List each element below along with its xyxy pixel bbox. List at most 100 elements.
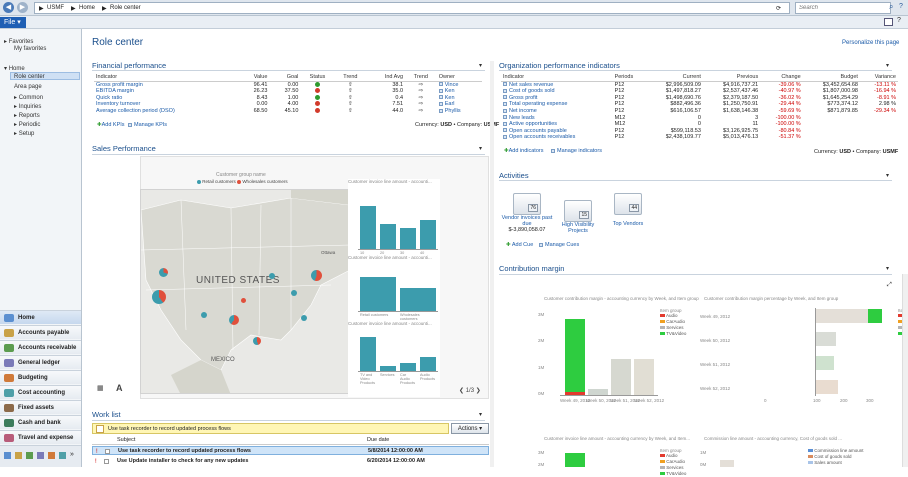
column-header[interactable]: Value [238, 74, 270, 82]
table-row[interactable]: New leads M12 0 3 -100.00 % [501, 115, 898, 122]
table-row[interactable]: Open accounts receivables P12 $2,438,109.7… [501, 134, 898, 141]
nav-inquiries[interactable]: ▸ Inquiries [14, 104, 42, 110]
kpi-indicator[interactable]: Average collection period (DSO) [96, 107, 175, 114]
map-pie-marker[interactable] [311, 270, 322, 281]
kpi-owner[interactable]: Ken [437, 88, 482, 95]
column-header[interactable]: Budget [802, 74, 860, 82]
collapse-icon[interactable]: ▾ [886, 173, 890, 179]
bar[interactable] [360, 277, 396, 311]
shortcut-icon[interactable] [15, 452, 22, 459]
module-general-ledger[interactable]: General ledger [0, 355, 81, 369]
forward-icon[interactable]: ▶ [17, 2, 28, 13]
bar-segment[interactable] [816, 332, 836, 346]
collapse-icon[interactable]: ▾ [479, 146, 483, 152]
column-header[interactable]: Current [645, 74, 703, 82]
bar[interactable] [380, 224, 396, 249]
kpi-indicator[interactable]: Inventory turnover [96, 101, 141, 108]
expand-row-icon[interactable] [503, 95, 507, 100]
org-indicator[interactable]: Cost of goods sold [501, 88, 613, 95]
expand-row-icon[interactable] [503, 134, 507, 139]
table-row[interactable]: Gross profit P12 $1,498,690.76 $2,379,187.5… [501, 95, 898, 102]
bar[interactable] [400, 363, 416, 371]
text-icon[interactable]: A [116, 383, 123, 393]
expand-row-icon[interactable] [503, 101, 507, 106]
kpi-indicator[interactable]: Quick ratio [96, 94, 123, 101]
kpi-indicator[interactable]: EBITDA margin [96, 88, 134, 95]
kpi-owner[interactable]: Vince [437, 81, 482, 88]
bar-segment[interactable] [816, 380, 838, 394]
table-row[interactable]: ! Use Update installer to check for any … [92, 457, 489, 466]
bar[interactable] [400, 228, 416, 249]
bar-segment[interactable] [565, 392, 585, 395]
org-indicator[interactable]: Gross profit [501, 95, 613, 102]
module-fixed-assets[interactable]: Fixed assets [0, 400, 81, 414]
home-section[interactable]: ▾ Home [4, 66, 25, 72]
table-row[interactable]: Net income P12 $616,106.57 $1,638,146.38 -59… [501, 108, 898, 115]
expand-row-icon[interactable] [503, 121, 507, 126]
bar-segment[interactable] [611, 359, 631, 395]
map-pie-marker[interactable] [291, 290, 297, 296]
refresh-icon[interactable]: ⟳ [776, 6, 782, 12]
column-header[interactable]: Owner [436, 74, 482, 82]
column-header[interactable]: Status [300, 74, 335, 82]
shortcut-icon[interactable] [4, 452, 11, 459]
map-pie-marker[interactable] [152, 290, 166, 304]
legend-entry[interactable]: TV&Video [660, 331, 686, 337]
bar[interactable] [380, 366, 396, 371]
legend-entry[interactable]: CarAudio [660, 459, 686, 465]
legend-entry[interactable]: TV&Video [660, 471, 686, 477]
table-row[interactable]: Active opportunities M12 0 11 -100.00 % [501, 121, 898, 128]
bar-segment[interactable] [588, 389, 608, 395]
bar-segment[interactable] [868, 309, 882, 323]
row-checkbox[interactable] [104, 459, 109, 464]
bar-segment[interactable] [565, 319, 585, 394]
legend-entry[interactable]: CarAudio [660, 319, 686, 325]
favorites-section[interactable]: ▸ Favorites [4, 39, 34, 45]
kpi-indicator[interactable]: Gross profit margin [96, 81, 143, 88]
search-input[interactable] [796, 3, 880, 13]
column-header[interactable]: Periods [612, 74, 646, 82]
add-kpis-button[interactable]: ✚Add KPIs [97, 122, 125, 128]
crumb-role-center[interactable]: Role center [110, 5, 141, 11]
table-row[interactable]: Quick ratio 8.43 1.00 ⇧ 0.4 ⇨ Ken [94, 95, 482, 102]
org-indicator[interactable]: Net income [501, 108, 613, 115]
module-cash-and-bank[interactable]: Cash and bank manag... [0, 415, 81, 440]
kpi-owner[interactable]: Earl [437, 101, 482, 108]
column-header[interactable]: Trend [405, 74, 437, 82]
nav-periodic[interactable]: ▸ Periodic [14, 122, 41, 128]
module-home[interactable]: Home [0, 310, 81, 324]
actions-button[interactable]: Actions ▾ [451, 423, 489, 434]
table-row[interactable]: Inventory turnover 0.00 4.00 ⇧ 7.51 ⇨ Earl [94, 101, 482, 108]
org-indicator[interactable]: Open accounts payable [501, 128, 613, 135]
manage-kpis-button[interactable]: Manage KPIs [128, 122, 167, 128]
column-header[interactable]: Due date [367, 437, 390, 443]
expand-row-icon[interactable] [503, 115, 507, 120]
map-pie-marker[interactable] [201, 312, 207, 318]
table-row[interactable]: Average collection period (DSO) 68.50 45.1… [94, 108, 482, 115]
next-page-icon[interactable]: ❯ [475, 388, 481, 394]
crumb-company[interactable]: USMF [47, 5, 64, 11]
more-modules-icon[interactable]: » [70, 451, 74, 458]
org-indicator[interactable]: Open accounts receivables [501, 134, 613, 141]
row-checkbox[interactable] [105, 449, 110, 454]
map-pie-marker[interactable] [241, 298, 246, 303]
breadcrumb[interactable]: ▶ USMF ▶ Home ▶ Role center ⟳ [34, 2, 790, 14]
personalize-link[interactable]: Personalize this page [842, 40, 900, 46]
collapse-icon[interactable]: ▾ [886, 266, 890, 272]
org-indicator[interactable]: Active opportunities [501, 121, 613, 128]
column-header[interactable]: Subject [117, 437, 136, 443]
search-icon[interactable]: ⌕ [889, 2, 894, 11]
column-header[interactable]: Indicator [501, 74, 613, 82]
column-header[interactable]: Variance [859, 74, 898, 82]
shortcut-icon[interactable] [37, 452, 44, 459]
nav-reports[interactable]: ▸ Reports [14, 113, 40, 119]
bar-segment[interactable] [816, 309, 868, 323]
window-icon[interactable] [884, 18, 893, 26]
column-header[interactable]: Indicator [94, 74, 239, 82]
legend-entry[interactable]: Audio [660, 453, 686, 459]
nav-setup[interactable]: ▸ Setup [14, 131, 35, 137]
table-row[interactable]: Open accounts payable P12 $599,118.53 $3,12… [501, 128, 898, 135]
legend-entry[interactable]: Audio [660, 313, 686, 319]
bar[interactable] [360, 206, 376, 249]
column-header[interactable]: Ind Avg [366, 74, 406, 82]
